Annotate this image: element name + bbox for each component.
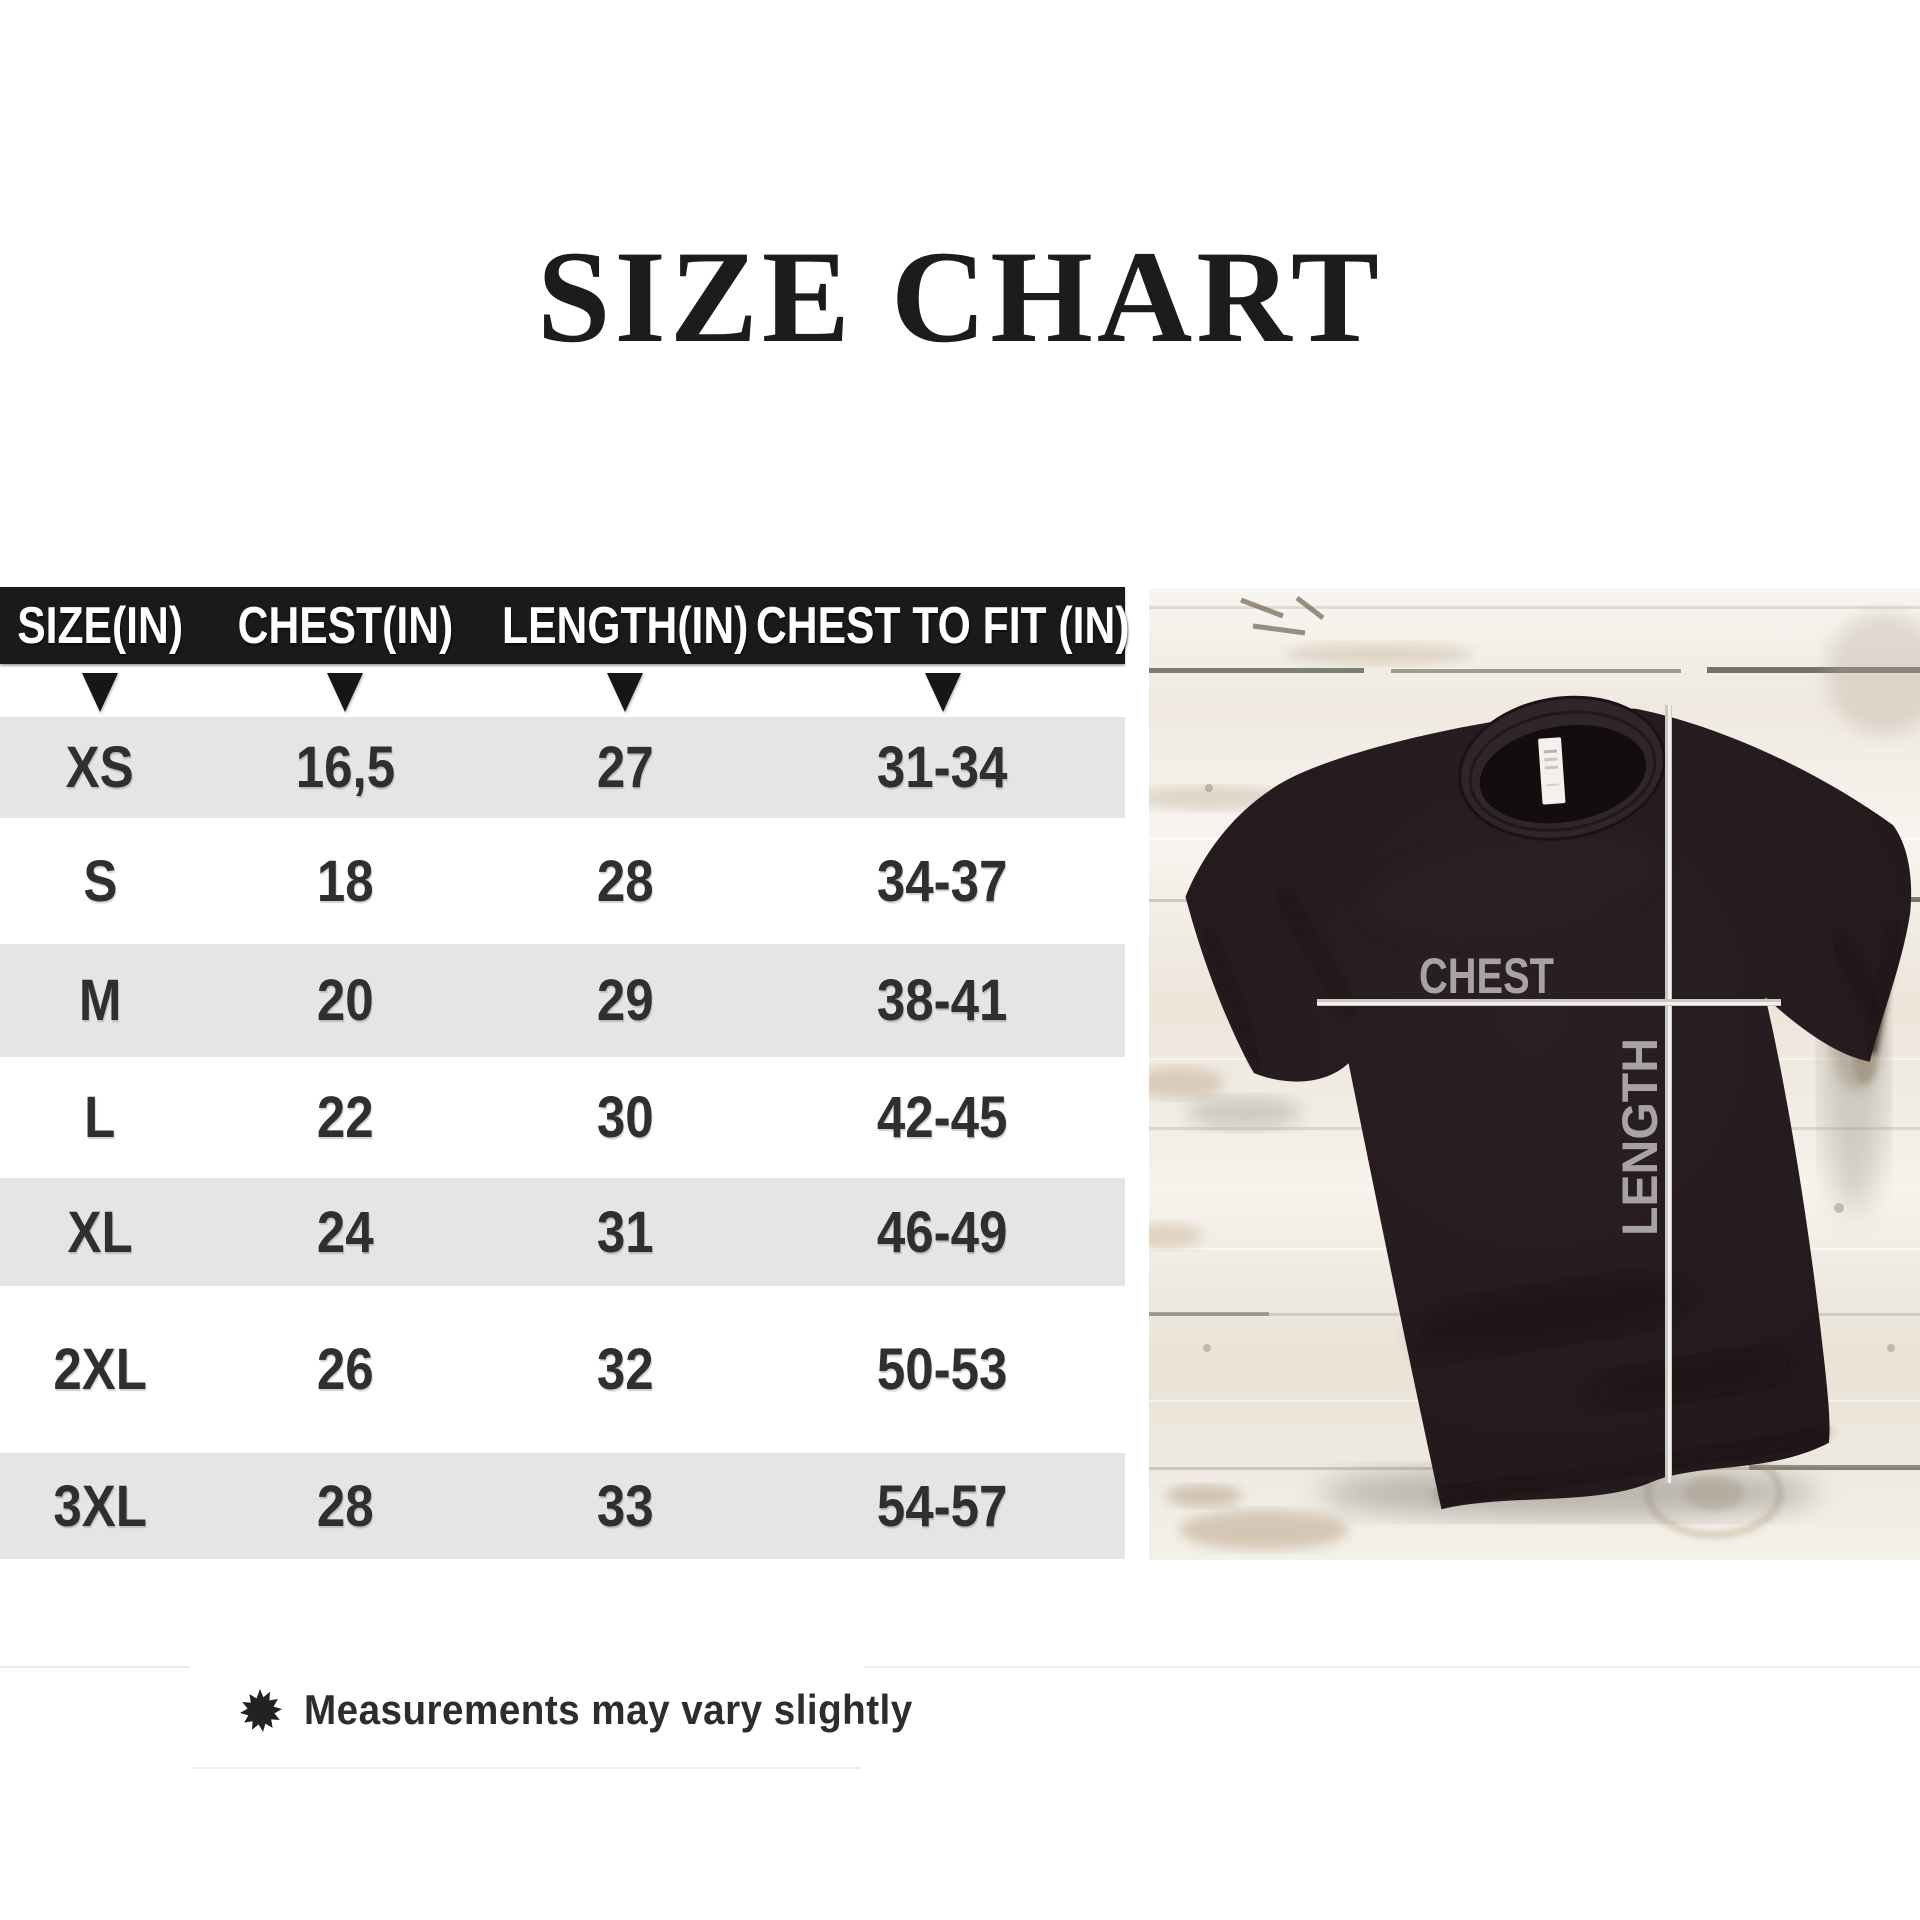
- length-cell: 33: [596, 1473, 654, 1539]
- chest-cell: 22: [316, 1085, 374, 1150]
- length-measure-line: [1665, 705, 1672, 1483]
- size-table: SIZE(IN) CHEST(IN) LENGTH(IN) CHEST TO F…: [0, 587, 1130, 1559]
- table-row: 3XL 28 33 54-57: [0, 1453, 1125, 1559]
- tshirt-photo: CHEST LENGTH: [1149, 588, 1920, 1560]
- chest-measure-line: [1317, 999, 1781, 1006]
- length-cell: 31: [596, 1199, 654, 1265]
- triangle-down-icon: [327, 673, 363, 712]
- size-cell: XS: [65, 735, 135, 800]
- chest-cell: 16,5: [295, 735, 395, 800]
- size-cell: XL: [67, 1199, 133, 1265]
- shirt-shadow: [1186, 1096, 1302, 1130]
- size-cell: 3XL: [53, 1473, 147, 1539]
- table-rows: XS 16,5 27 31-34 S 18 28 34-37 M 20 29 3…: [0, 717, 1125, 1559]
- header-length: LENGTH(IN): [501, 596, 749, 655]
- size-cell: M: [78, 968, 122, 1033]
- note-text: Measurements may vary slightly: [304, 1686, 913, 1733]
- header-chest: CHEST(IN): [237, 596, 453, 655]
- length-cell: 32: [596, 1337, 654, 1402]
- fit-cell: 34-37: [877, 848, 1008, 914]
- table-row: XL 24 31 46-49: [0, 1178, 1125, 1286]
- fit-cell: 42-45: [877, 1085, 1008, 1150]
- table-row: XS 16,5 27 31-34: [0, 717, 1125, 818]
- chest-label: CHEST: [1419, 948, 1554, 1004]
- measurement-note: Measurements may vary slightly: [238, 1686, 966, 1734]
- table-row: L 22 30 42-45: [0, 1057, 1125, 1178]
- table-row: 2XL 26 32 50-53: [0, 1286, 1125, 1453]
- neck-tag: [1538, 737, 1566, 805]
- chest-cell: 18: [316, 848, 374, 914]
- table-row: S 18 28 34-37: [0, 818, 1125, 944]
- size-cell: 2XL: [53, 1337, 147, 1402]
- burst-star-icon: [240, 1689, 282, 1732]
- length-cell: 29: [596, 968, 654, 1033]
- divider-line: [0, 1666, 190, 1668]
- table-header-bar: SIZE(IN) CHEST(IN) LENGTH(IN) CHEST TO F…: [0, 587, 1130, 664]
- length-cell: 27: [596, 735, 654, 800]
- chest-cell: 28: [316, 1473, 374, 1539]
- page-title: SIZE CHART: [537, 223, 1383, 370]
- chest-cell: 24: [316, 1199, 374, 1265]
- divider-line: [865, 1666, 1920, 1668]
- fit-cell: 38-41: [877, 968, 1008, 1033]
- fit-cell: 54-57: [877, 1473, 1008, 1539]
- header-size: SIZE(IN): [17, 596, 183, 655]
- triangle-down-icon: [925, 673, 961, 712]
- column-arrows: [0, 664, 1125, 717]
- length-cell: 28: [596, 848, 654, 914]
- size-cell: L: [84, 1085, 116, 1150]
- triangle-down-icon: [607, 673, 643, 712]
- triangle-down-icon: [82, 673, 118, 712]
- fit-cell: 31-34: [877, 735, 1008, 800]
- chest-cell: 20: [316, 968, 374, 1033]
- length-label: LENGTH: [1612, 1038, 1668, 1236]
- length-cell: 30: [596, 1085, 654, 1150]
- size-cell: S: [82, 848, 118, 914]
- header-chest-to-fit: CHEST TO FIT (IN): [755, 596, 1130, 655]
- fit-cell: 46-49: [877, 1199, 1008, 1265]
- divider-line: [193, 1767, 860, 1769]
- table-row: M 20 29 38-41: [0, 944, 1125, 1057]
- chest-cell: 26: [316, 1337, 374, 1402]
- fit-cell: 50-53: [877, 1337, 1008, 1402]
